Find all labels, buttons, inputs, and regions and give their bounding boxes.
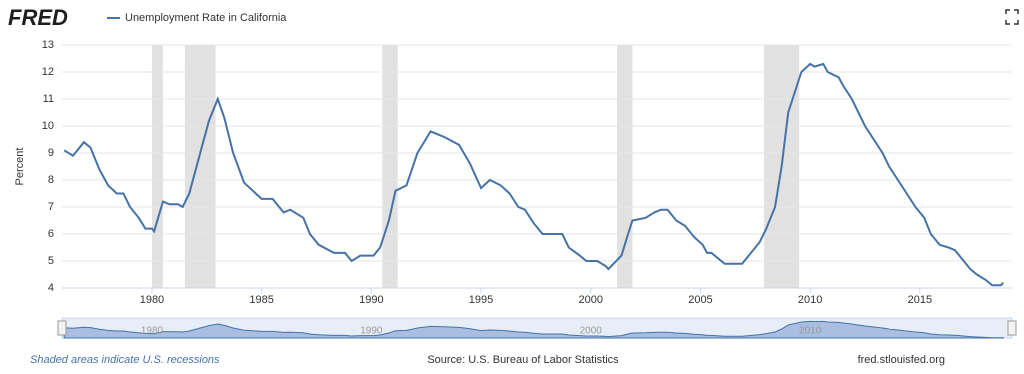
x-tick-label: 2010 <box>798 294 822 306</box>
navigator-tick-label: 1980 <box>141 326 164 337</box>
y-tick-label: 6 <box>48 228 54 240</box>
navigator-handle[interactable] <box>57 320 67 336</box>
y-tick-label: 11 <box>43 93 54 105</box>
legend-label: Unemployment Rate in California <box>125 12 287 24</box>
navigator-tick-label: 2000 <box>580 326 603 337</box>
x-tick-label: 1985 <box>249 294 273 306</box>
x-tick-label: 2000 <box>579 294 603 306</box>
x-tick-label: 1990 <box>359 294 383 306</box>
source: Source: U.S. Bureau of Labor Statistics <box>427 354 619 366</box>
recession-band <box>382 45 398 288</box>
x-tick-label: 2015 <box>908 294 932 306</box>
y-tick-label: 8 <box>48 174 54 186</box>
y-axis-label: Percent <box>14 148 26 186</box>
recession-band <box>151 45 163 288</box>
navigator-handle[interactable] <box>1007 320 1017 336</box>
y-tick-label: 7 <box>48 201 54 213</box>
navigator-tick-label: 2010 <box>799 326 822 337</box>
y-tick-label: 4 <box>48 282 54 294</box>
navigator-tick-label: 1990 <box>360 326 383 337</box>
x-tick-label: 1980 <box>140 294 164 306</box>
site: fred.stlouisfed.org <box>858 354 945 366</box>
x-tick-label: 2005 <box>688 294 712 306</box>
logo: FRED <box>8 5 68 30</box>
fullscreen-icon[interactable] <box>1005 9 1019 25</box>
recession-band <box>184 45 216 288</box>
y-tick-label: 10 <box>42 120 54 132</box>
y-tick-label: 13 <box>42 39 54 51</box>
recession-note: Shaded areas indicate U.S. recessions <box>30 354 220 366</box>
series-line <box>63 62 1005 287</box>
x-tick-label: 1995 <box>469 294 493 306</box>
y-tick-label: 9 <box>48 147 54 159</box>
y-tick-label: 12 <box>42 66 54 78</box>
recession-band <box>617 45 633 288</box>
y-tick-label: 5 <box>48 255 54 267</box>
navigator-area <box>63 320 1004 339</box>
